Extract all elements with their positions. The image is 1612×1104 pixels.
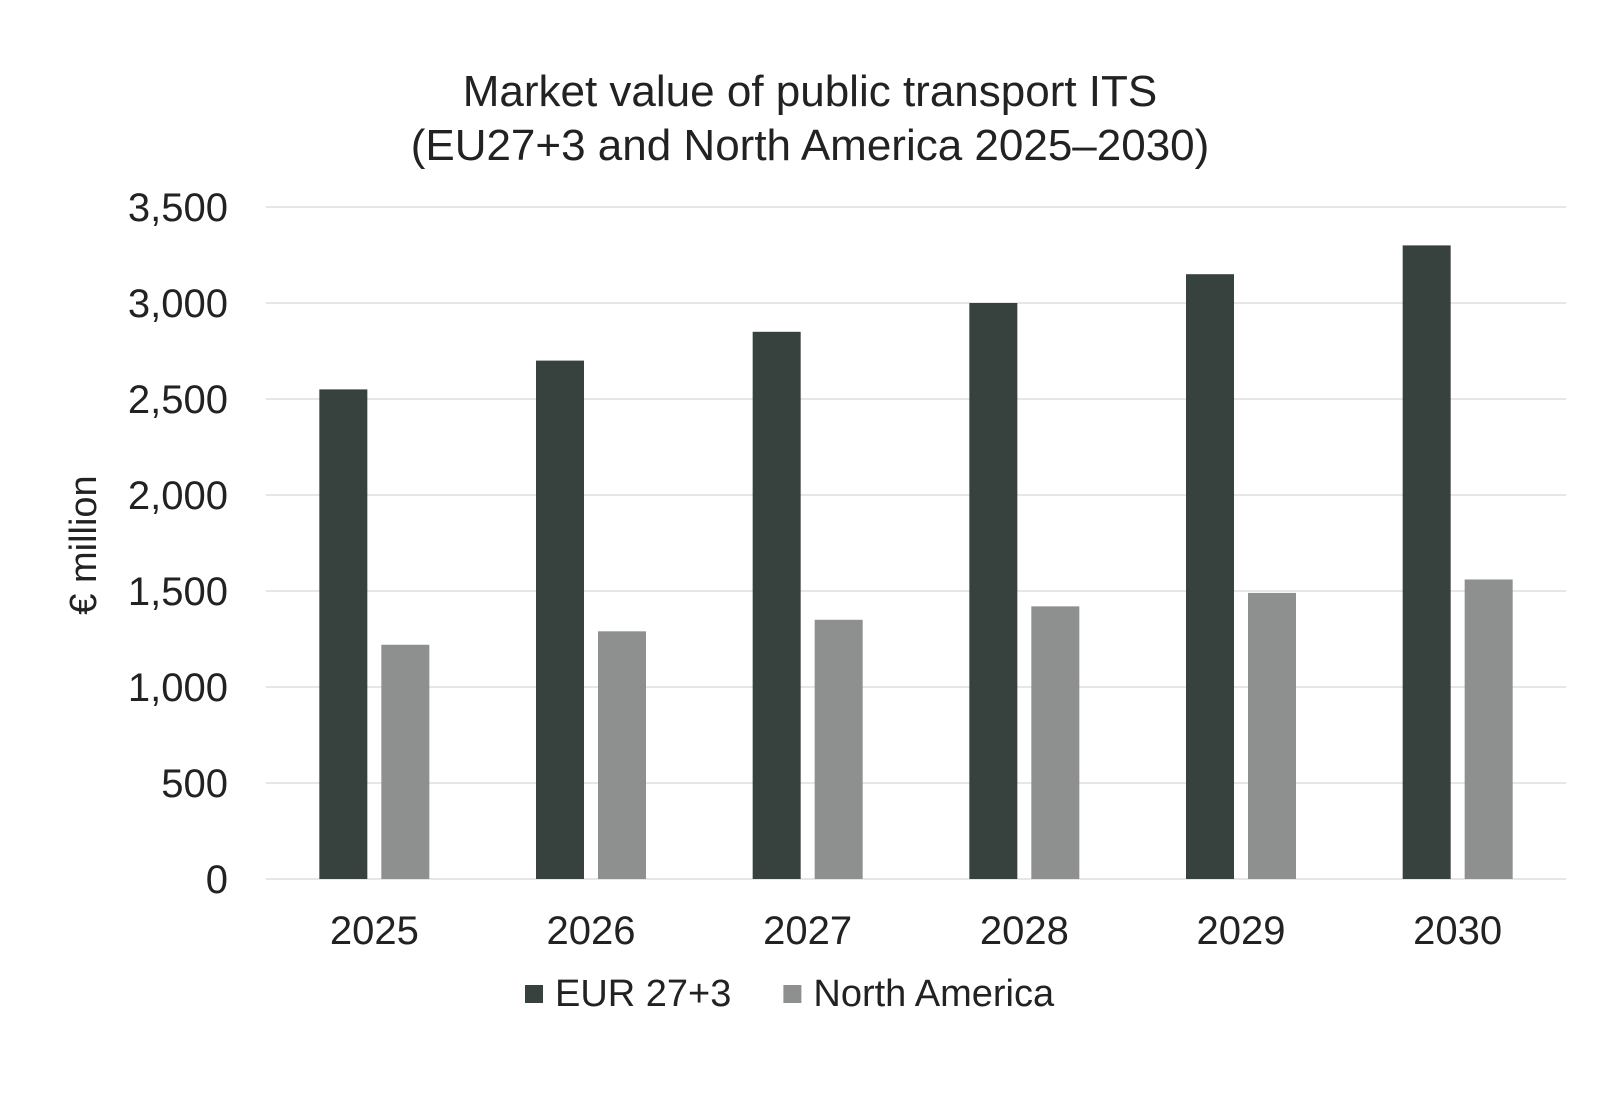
legend-label: North America: [813, 973, 1055, 1015]
x-tick-label: 2025: [330, 909, 419, 953]
legend: EUR 27+3 North America: [525, 973, 1055, 1015]
y-tick-label: 0: [206, 858, 228, 902]
bar-eur-2030: [1402, 245, 1451, 879]
chart-title: Market value of public transport ITS: [463, 67, 1158, 116]
bar-eur-2026: [536, 360, 584, 880]
y-tick-label: 2,000: [128, 474, 228, 518]
bar-eur-2029: [1186, 274, 1234, 879]
legend-swatch: [525, 985, 543, 1003]
bar-north-america-2029: [1248, 592, 1296, 879]
x-tick-label: 2030: [1413, 909, 1502, 953]
x-tick-label: 2029: [1197, 909, 1286, 953]
bar-eur-2025: [319, 389, 368, 879]
legend-swatch: [783, 985, 802, 1003]
y-axis-label: € million: [63, 475, 105, 614]
legend-label: EUR 27+3: [555, 973, 731, 1015]
bar-north-america-2030: [1464, 579, 1513, 879]
y-tick-label: 3,000: [128, 282, 228, 326]
y-tick-label: 2,500: [128, 378, 228, 422]
x-tick-label: 2027: [763, 909, 852, 953]
y-tick-label: 1,000: [128, 666, 228, 710]
chart-subtitle: (EU27+3 and North America 2025–2030): [411, 121, 1210, 170]
x-tick-label: 2026: [547, 909, 636, 953]
bar-north-america-2026: [598, 631, 646, 879]
bar-eur-2027: [752, 331, 801, 879]
x-tick-label: 2028: [980, 909, 1069, 953]
bar-north-america-2028: [1031, 606, 1080, 879]
y-tick-label: 1,500: [128, 570, 228, 614]
y-tick-label: 500: [161, 762, 228, 806]
y-tick-label: 3,500: [128, 186, 228, 230]
bar-eur-2028: [969, 303, 1018, 879]
bar-north-america-2025: [381, 644, 430, 879]
bar-north-america-2027: [814, 619, 863, 879]
